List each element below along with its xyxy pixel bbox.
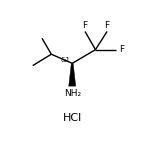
Text: HCl: HCl bbox=[63, 113, 82, 123]
Polygon shape bbox=[69, 63, 76, 86]
Text: F: F bbox=[119, 45, 124, 54]
Text: F: F bbox=[105, 21, 110, 30]
Text: F: F bbox=[82, 21, 88, 30]
Text: &1: &1 bbox=[60, 57, 70, 63]
Text: NH₂: NH₂ bbox=[64, 89, 81, 98]
